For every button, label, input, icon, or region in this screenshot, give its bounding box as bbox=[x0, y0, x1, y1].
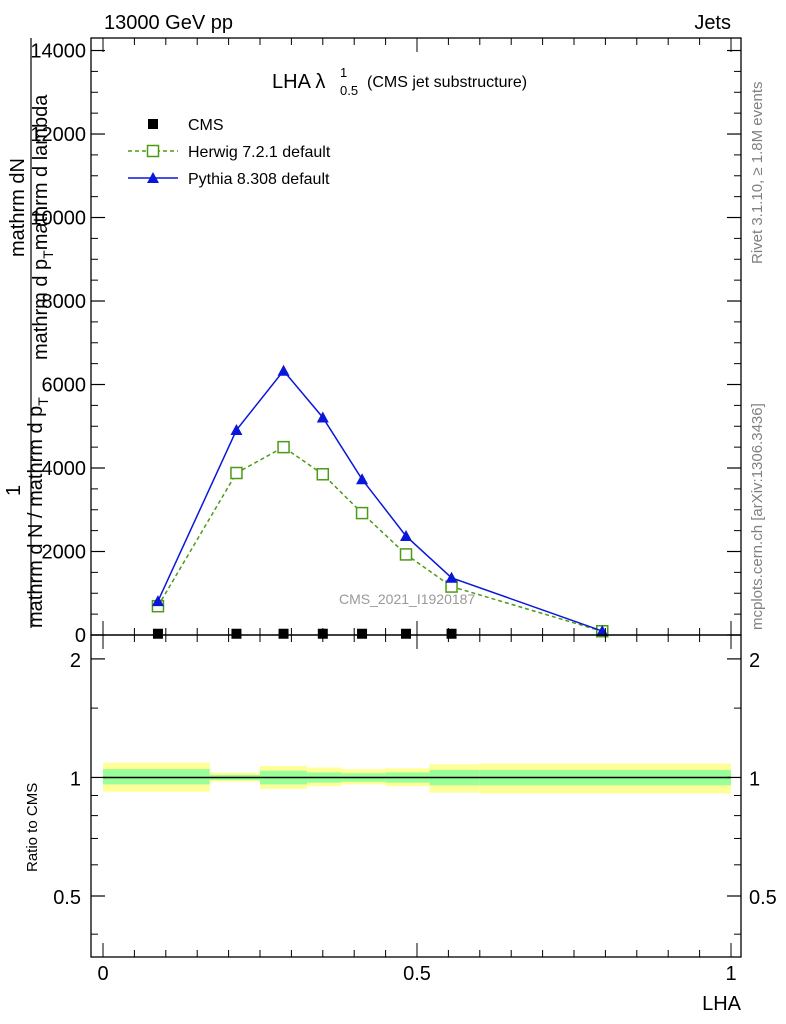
pythia-data-point bbox=[230, 424, 243, 436]
svg-text:LHA λ: LHA λ bbox=[272, 71, 325, 93]
main-plot-series bbox=[151, 364, 609, 639]
ratio-y-tick-label-right: 1 bbox=[749, 768, 760, 790]
rivet-label: Rivet 3.1.10, ≥ 1.8M events bbox=[749, 82, 766, 265]
series-triangle bbox=[151, 364, 609, 637]
mcplots-label: mcplots.cern.ch [arXiv:1306.3436] bbox=[749, 403, 766, 630]
series-square bbox=[152, 628, 457, 639]
main-y-tick-label: 2000 bbox=[42, 542, 87, 564]
legend: CMS Herwig 7.2.1 default Pythia 8.308 defa… bbox=[128, 117, 331, 188]
title-main: LHA λ bbox=[272, 71, 325, 93]
analysis-watermark: CMS_2021_I1920187 bbox=[339, 591, 475, 607]
header-left-label: 13000 GeV pp bbox=[104, 12, 233, 34]
cms-data-point bbox=[357, 628, 368, 639]
ylabel-bottom: mathrm d N / mathrm d pT bbox=[25, 397, 51, 628]
legend-entry: Pythia 8.308 default bbox=[128, 171, 330, 188]
main-y-tick-label: 12000 bbox=[30, 124, 86, 146]
main-y-tick-label: 6000 bbox=[42, 375, 87, 397]
ratio-y-axis-label: Ratio to CMS bbox=[24, 783, 41, 872]
title-subscript: 0.5 bbox=[340, 83, 358, 98]
x-tick-label: 0 bbox=[97, 963, 108, 985]
ratio-plot-axes: 0.5 0.5 1 1 2 2 0 0.5 1 bbox=[53, 634, 777, 985]
legend-marker bbox=[147, 172, 159, 183]
ylabel-top-denominator: mathrm d pTmathrm d lambda bbox=[30, 94, 56, 360]
main-y-axis-label: mathrm dN mathrm d pTmathrm d lambda 1 m… bbox=[3, 38, 56, 628]
ratio-y-tick-label: 1 bbox=[70, 768, 81, 790]
legend-label: Herwig 7.2.1 default bbox=[188, 144, 331, 161]
pythia-data-point bbox=[277, 364, 290, 376]
ylabel-top-numerator: mathrm dN bbox=[7, 158, 29, 257]
title-superscript: 1 bbox=[340, 65, 347, 80]
ratio-plot-bands bbox=[103, 762, 731, 794]
ylabel-one: 1 bbox=[3, 485, 25, 496]
legend-marker bbox=[146, 144, 160, 158]
pythia-data-point bbox=[151, 595, 164, 607]
main-plot-axes: 0 2000 4000 6000 8000 10000 12000 14000 bbox=[30, 37, 742, 647]
herwig-data-point bbox=[230, 466, 243, 480]
legend-label: CMS bbox=[188, 117, 224, 134]
series-open-square bbox=[151, 440, 609, 638]
cms-data-point bbox=[446, 628, 457, 639]
series-line bbox=[157, 446, 603, 632]
main-y-tick-label: 4000 bbox=[42, 458, 87, 480]
cms-data-point bbox=[278, 628, 289, 639]
ratio-y-tick-label-right: 2 bbox=[749, 650, 760, 672]
x-axis-label: LHA bbox=[702, 993, 742, 1015]
legend-label: Pythia 8.308 default bbox=[188, 171, 330, 188]
cms-data-point bbox=[231, 628, 242, 639]
main-y-tick-label: 10000 bbox=[30, 208, 86, 230]
main-y-tick-label: 0 bbox=[75, 625, 86, 647]
header-right-label: Jets bbox=[694, 12, 731, 34]
main-plot-title: LHA λ 1 0.5 (CMS jet substructure) bbox=[272, 65, 527, 98]
ratio-y-tick-label: 2 bbox=[70, 650, 81, 672]
x-tick-label: 1 bbox=[725, 963, 736, 985]
pythia-data-point bbox=[445, 571, 458, 583]
ratio-y-tick-label-right: 0.5 bbox=[749, 887, 777, 909]
pythia-data-point bbox=[316, 411, 329, 423]
title-suffix: (CMS jet substructure) bbox=[367, 74, 527, 91]
cms-data-point bbox=[401, 628, 412, 639]
main-y-tick-label: 8000 bbox=[42, 291, 87, 313]
x-tick-label: 0.5 bbox=[403, 963, 431, 985]
ratio-plot-frame bbox=[90, 634, 742, 958]
herwig-data-point bbox=[316, 468, 330, 481]
pythia-data-point bbox=[356, 473, 369, 485]
main-y-tick-label: 14000 bbox=[30, 41, 86, 63]
legend-entry: CMS bbox=[148, 117, 224, 134]
series-line bbox=[157, 369, 603, 632]
herwig-data-point bbox=[355, 506, 369, 520]
pythia-data-point bbox=[400, 530, 413, 542]
ratio-y-tick-label: 0.5 bbox=[53, 887, 81, 909]
legend-entry: Herwig 7.2.1 default bbox=[128, 144, 331, 161]
cms-data-point bbox=[152, 628, 163, 639]
legend-marker bbox=[148, 119, 158, 129]
herwig-data-point bbox=[277, 440, 290, 454]
herwig-data-point bbox=[399, 548, 413, 561]
